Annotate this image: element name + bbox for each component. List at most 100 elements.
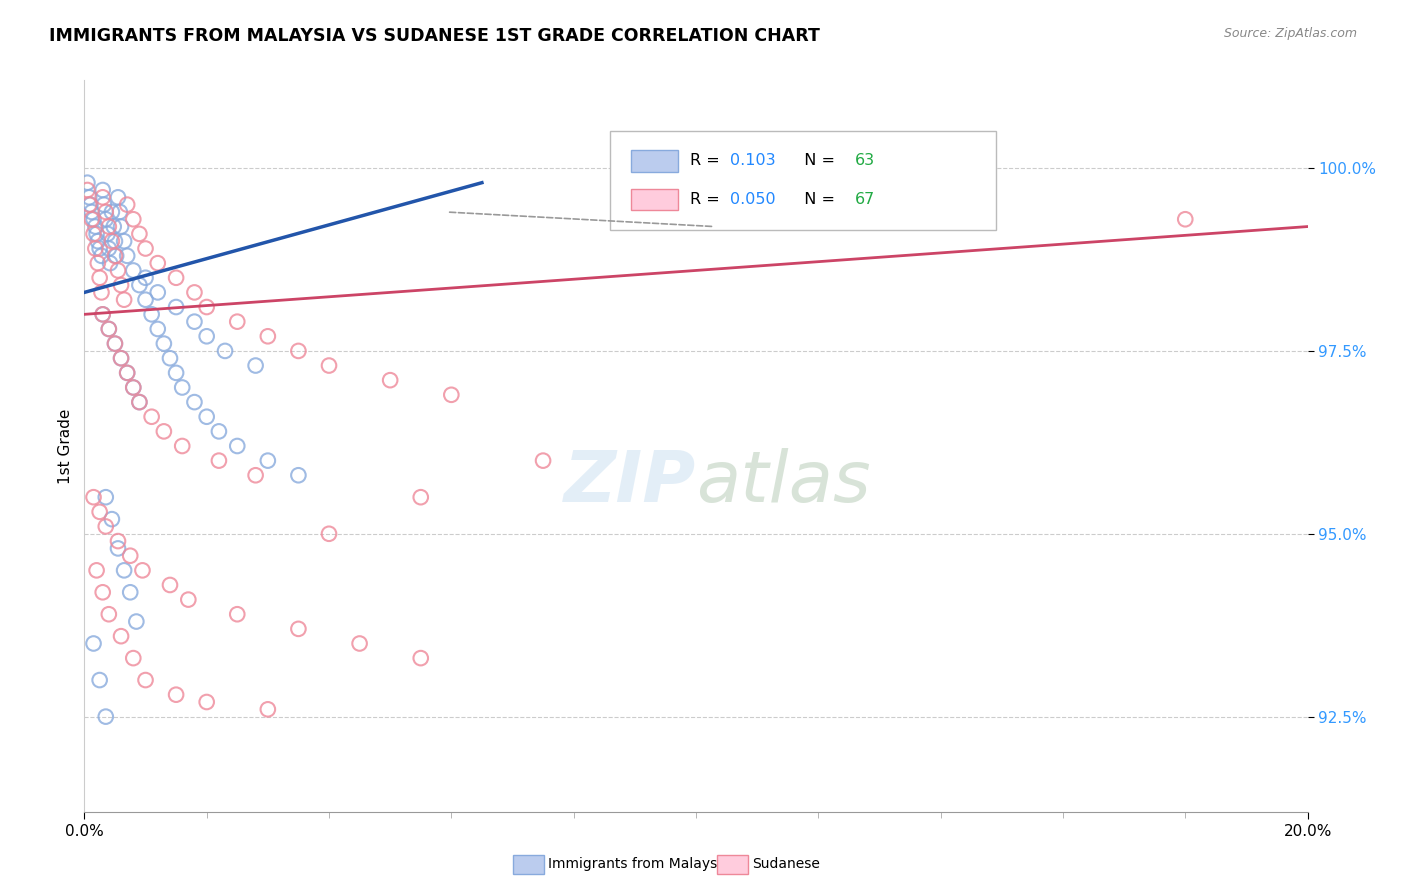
Point xyxy=(122,651,145,665)
Point xyxy=(110,351,132,366)
Point xyxy=(440,388,463,402)
Point xyxy=(91,307,114,321)
Point xyxy=(165,688,187,702)
Point xyxy=(1174,212,1197,227)
Point xyxy=(89,242,111,256)
Point xyxy=(87,256,110,270)
Point xyxy=(135,270,157,285)
Point xyxy=(112,563,135,577)
Point xyxy=(90,285,112,300)
FancyBboxPatch shape xyxy=(610,131,995,230)
Point xyxy=(165,270,187,285)
Point xyxy=(110,351,132,366)
Text: 0.103: 0.103 xyxy=(730,153,776,169)
Point xyxy=(101,512,124,526)
Text: ZIP: ZIP xyxy=(564,448,696,517)
Point xyxy=(159,351,181,366)
Point xyxy=(94,519,117,533)
Point xyxy=(89,270,111,285)
Bar xyxy=(631,150,678,171)
Point xyxy=(104,336,127,351)
Point xyxy=(89,673,111,687)
Point xyxy=(208,425,231,439)
Text: Source: ZipAtlas.com: Source: ZipAtlas.com xyxy=(1223,27,1357,40)
Text: atlas: atlas xyxy=(696,448,870,517)
Point xyxy=(177,592,200,607)
Point xyxy=(83,227,105,241)
Point xyxy=(107,263,129,277)
Point xyxy=(80,212,103,227)
Point xyxy=(107,190,129,204)
Point xyxy=(94,490,117,504)
Point xyxy=(107,534,129,549)
Point xyxy=(115,197,138,211)
Point xyxy=(122,380,145,394)
Text: R =: R = xyxy=(690,192,724,207)
Text: N =: N = xyxy=(794,192,839,207)
Point xyxy=(165,300,187,314)
Point xyxy=(146,256,169,270)
Point xyxy=(86,227,108,241)
Point xyxy=(94,212,117,227)
Point xyxy=(86,563,108,577)
Point xyxy=(94,709,117,723)
Text: N =: N = xyxy=(794,153,839,169)
Point xyxy=(91,190,114,204)
Point xyxy=(287,622,309,636)
Point xyxy=(105,249,128,263)
Point xyxy=(97,322,120,336)
Point xyxy=(135,673,157,687)
Point xyxy=(84,219,107,234)
Point xyxy=(97,219,120,234)
Point xyxy=(122,212,145,227)
Point xyxy=(110,278,132,293)
Point xyxy=(94,205,117,219)
Point xyxy=(120,585,142,599)
Point xyxy=(79,197,101,211)
Point xyxy=(195,409,218,424)
Point xyxy=(257,702,280,716)
Point xyxy=(135,242,157,256)
Point xyxy=(125,615,148,629)
Point xyxy=(287,468,309,483)
Point xyxy=(103,219,125,234)
Point xyxy=(409,490,432,504)
Point xyxy=(97,242,120,256)
Point xyxy=(122,263,145,277)
Point xyxy=(77,190,100,204)
Point xyxy=(110,219,132,234)
Point xyxy=(146,322,169,336)
Bar xyxy=(631,188,678,211)
Point xyxy=(172,380,194,394)
Point xyxy=(83,636,105,650)
Point xyxy=(93,197,115,211)
Point xyxy=(77,197,100,211)
Point xyxy=(104,249,127,263)
Point xyxy=(115,366,138,380)
Point xyxy=(108,205,131,219)
Point xyxy=(318,526,340,541)
Point xyxy=(115,366,138,380)
Point xyxy=(183,315,205,329)
Point xyxy=(128,395,150,409)
Point xyxy=(122,380,145,394)
Point xyxy=(112,293,135,307)
Text: 67: 67 xyxy=(855,192,876,207)
Point xyxy=(97,227,120,241)
Point xyxy=(97,322,120,336)
Point xyxy=(141,307,163,321)
Point xyxy=(135,293,157,307)
Point xyxy=(115,249,138,263)
Point xyxy=(195,329,218,343)
Point xyxy=(131,563,153,577)
Point xyxy=(97,607,120,622)
Point xyxy=(531,453,554,467)
Point xyxy=(226,439,249,453)
Point xyxy=(245,468,267,483)
Point xyxy=(172,439,194,453)
Point xyxy=(159,578,181,592)
Point xyxy=(87,234,110,248)
Text: 0.050: 0.050 xyxy=(730,192,776,207)
Point xyxy=(214,343,236,358)
Point xyxy=(128,227,150,241)
